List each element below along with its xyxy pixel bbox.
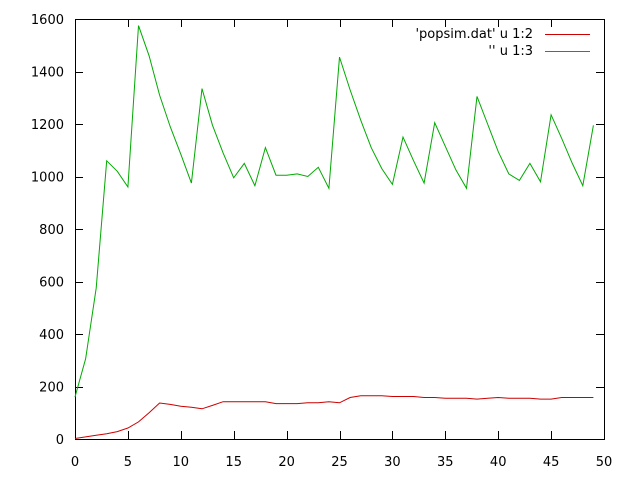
x-tick-label: 50 <box>596 455 613 470</box>
x-tick-label: 10 <box>173 455 190 470</box>
y-tick-label: 1000 <box>31 171 64 186</box>
series-line-1 <box>74 395 594 439</box>
x-tick-label: 40 <box>490 455 507 470</box>
series-line-2 <box>74 25 594 398</box>
series-lines <box>74 25 594 439</box>
x-tick-label: 25 <box>331 455 348 470</box>
x-tick-label: 15 <box>225 455 242 470</box>
x-tick-label: 35 <box>437 455 454 470</box>
y-tick-label: 1200 <box>31 118 64 133</box>
y-tick-label: 200 <box>39 381 64 396</box>
y-tick-label: 600 <box>39 276 64 291</box>
x-tick-label: 45 <box>543 455 560 470</box>
plot-frame <box>75 19 605 440</box>
axis-ticks: 0 5 10 15 20 25 30 35 40 45 50 0 200 400 600 800 1000 120… <box>31 13 612 470</box>
legend-label-2: '' u 1:3 <box>488 44 533 59</box>
x-tick-label: 20 <box>278 455 295 470</box>
legend-label-1: 'popsim.dat' u 1:2 <box>415 27 533 42</box>
y-tick-label: 0 <box>56 433 64 448</box>
x-tick-label: 30 <box>384 455 401 470</box>
y-tick-label: 1400 <box>31 66 64 81</box>
y-tick-label: 400 <box>39 328 64 343</box>
y-tick-label: 1600 <box>31 13 64 28</box>
x-tick-label: 0 <box>71 455 79 470</box>
legend: 'popsim.dat' u 1:2 '' u 1:3 <box>415 27 590 59</box>
x-tick-label: 5 <box>124 455 132 470</box>
y-tick-label: 800 <box>39 223 64 238</box>
